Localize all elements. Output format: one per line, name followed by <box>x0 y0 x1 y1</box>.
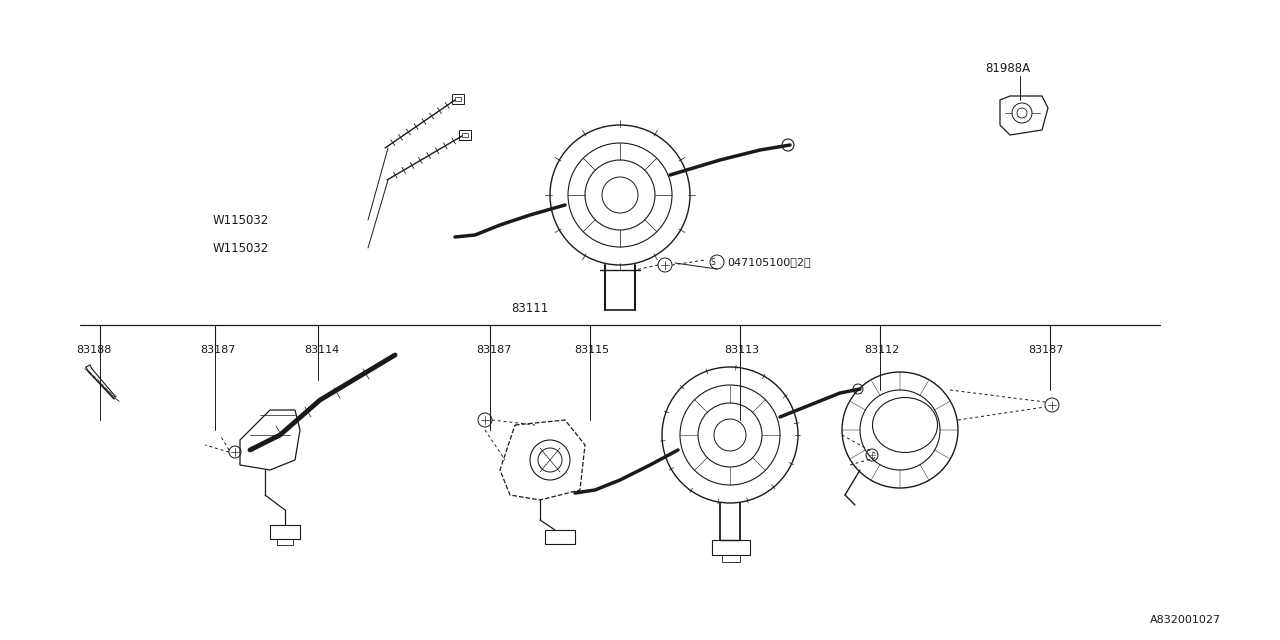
Circle shape <box>852 384 863 394</box>
Bar <box>270 525 300 539</box>
Text: 83113: 83113 <box>724 345 759 355</box>
Text: 83115: 83115 <box>573 345 609 355</box>
Text: W115032: W115032 <box>212 241 269 255</box>
Text: A832001027: A832001027 <box>1149 615 1221 625</box>
Bar <box>460 130 471 140</box>
Text: 83111: 83111 <box>512 301 549 314</box>
Text: 83187: 83187 <box>1028 345 1064 355</box>
Text: 81988A: 81988A <box>986 61 1030 74</box>
Bar <box>545 530 575 544</box>
Text: 047105100（2）: 047105100（2） <box>727 257 810 267</box>
Bar <box>462 133 468 137</box>
Text: 83112: 83112 <box>864 345 900 355</box>
Text: W115032: W115032 <box>212 214 269 227</box>
Text: 83187: 83187 <box>200 345 236 355</box>
Text: S: S <box>710 257 716 266</box>
Bar <box>722 555 740 562</box>
Text: 83187: 83187 <box>476 345 512 355</box>
Text: 83188: 83188 <box>76 345 111 355</box>
Bar <box>454 97 461 101</box>
Circle shape <box>782 139 794 151</box>
Bar <box>712 540 750 555</box>
Bar <box>452 94 465 104</box>
Bar <box>276 539 293 545</box>
Text: 83114: 83114 <box>305 345 339 355</box>
